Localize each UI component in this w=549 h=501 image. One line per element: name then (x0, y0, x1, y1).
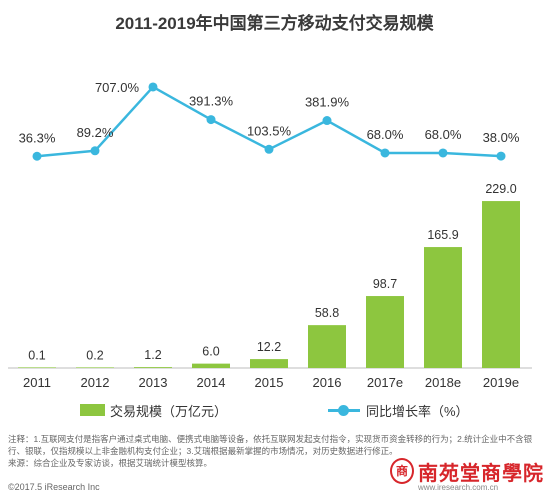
bar-2015 (250, 359, 288, 368)
bar-2018e (424, 247, 462, 368)
x-tick-label-2018e: 2018e (425, 375, 461, 390)
bar-2016 (308, 325, 346, 368)
line-point-2016 (322, 116, 332, 126)
legend-bar-label: 交易规模（万亿元） (110, 404, 228, 419)
line-point-2015 (264, 144, 274, 154)
notes-source: 来源：综合企业及专家访谈，根据艾瑞统计模型核算。 (8, 458, 213, 468)
line-point-2011 (32, 151, 42, 161)
bar-2017e (366, 296, 404, 368)
line-value-label-2015: 103.5% (247, 123, 292, 138)
watermark-seal-icon: 商 (390, 458, 414, 484)
watermark-text: 南苑堂商學院 (418, 460, 544, 485)
bar-value-label-2018e: 165.9 (427, 228, 458, 242)
line-point-2014 (206, 115, 216, 125)
bar-value-label-2014: 6.0 (202, 345, 219, 359)
notes-comment: 注释：1.互联网支付是指客户通过桌式电脑、便携式电脑等设备，依托互联网发起支付指… (8, 434, 533, 456)
x-tick-label-2011: 2011 (23, 375, 51, 390)
footer-copyright: ©2017.5 iResearch Inc (8, 482, 100, 492)
bar-value-label-2016: 58.8 (315, 306, 339, 320)
line-point-2012 (90, 146, 100, 156)
bar-value-label-2015: 12.2 (257, 340, 281, 354)
watermark-logo: 商 南苑堂商學院 (390, 456, 544, 486)
line-point-2018e (438, 148, 448, 158)
bar-value-label-2013: 1.2 (144, 348, 161, 362)
x-tick-label-2012: 2012 (81, 375, 110, 390)
line-value-label-2017e: 68.0% (367, 127, 404, 142)
footer-url: www.iresearch.com.cn (418, 483, 499, 492)
line-value-label-2018e: 68.0% (425, 127, 462, 142)
line-point-2013 (148, 82, 158, 92)
bar-value-label-2012: 0.2 (86, 348, 103, 362)
bar-2011 (18, 367, 56, 368)
line-point-2019e (496, 151, 506, 161)
chart-title: 2011-2019年中国第三方移动支付交易规模 (115, 14, 434, 33)
legend-line-label: 同比增长率（%） (366, 404, 469, 419)
bar-value-label-2019e: 229.0 (485, 182, 516, 196)
bar-2013 (134, 367, 172, 368)
x-tick-label-2019e: 2019e (483, 375, 519, 390)
x-tick-label-2017e: 2017e (367, 375, 403, 390)
line-value-label-2013: 707.0% (95, 80, 140, 95)
line-value-label-2012: 89.2% (77, 125, 114, 140)
bar-2012 (76, 367, 114, 368)
bar-2019e (482, 201, 520, 368)
line-value-label-2014: 391.3% (189, 94, 234, 109)
line-value-label-2011: 36.3% (19, 130, 56, 145)
x-tick-label-2016: 2016 (313, 375, 342, 390)
bar-2014 (192, 363, 230, 368)
line-point-2017e (380, 148, 390, 158)
x-tick-label-2015: 2015 (255, 375, 284, 390)
x-tick-label-2014: 2014 (197, 375, 226, 390)
bar-value-label-2011: 0.1 (28, 348, 45, 362)
chart-notes: 注释：1.互联网支付是指客户通过桌式电脑、便携式电脑等设备，依托互联网发起支付指… (8, 433, 541, 469)
x-tick-label-2013: 2013 (139, 375, 168, 390)
line-value-label-2019e: 38.0% (483, 130, 520, 145)
legend-bar-swatch (80, 404, 105, 416)
bar-value-label-2017e: 98.7 (373, 277, 397, 291)
legend-line-marker (338, 405, 349, 416)
line-value-label-2016: 381.9% (305, 95, 350, 110)
